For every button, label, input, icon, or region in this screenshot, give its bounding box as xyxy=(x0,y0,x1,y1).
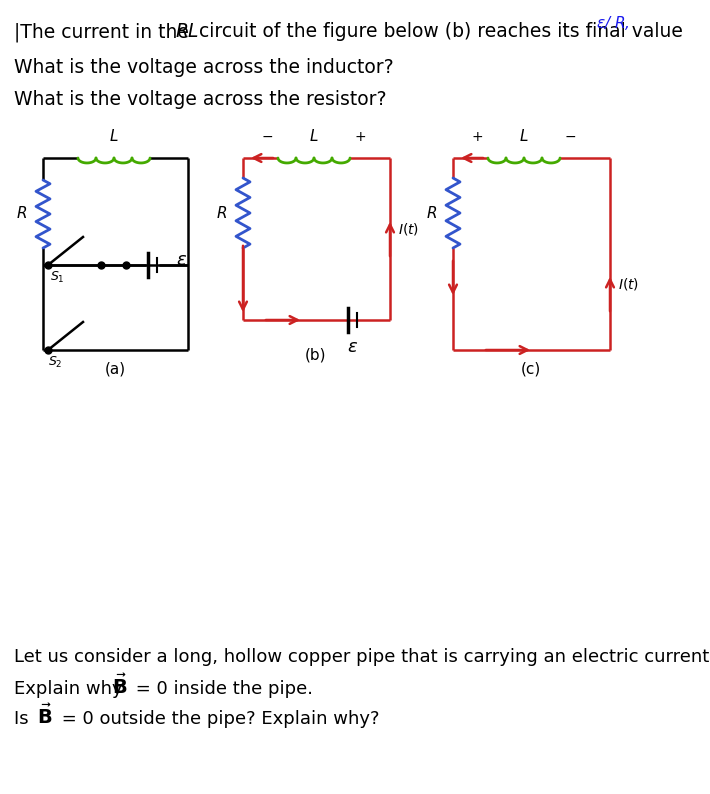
Text: R: R xyxy=(217,206,227,221)
Text: (b): (b) xyxy=(305,348,327,363)
Text: Let us consider a long, hollow copper pipe that is carrying an electric current : Let us consider a long, hollow copper pi… xyxy=(14,648,710,666)
Text: R: R xyxy=(427,206,437,221)
Text: What is the voltage across the inductor?: What is the voltage across the inductor? xyxy=(14,58,393,77)
Text: $\mathbf{\vec{B}}$: $\mathbf{\vec{B}}$ xyxy=(37,704,53,728)
Text: +: + xyxy=(355,130,366,144)
Text: What is the voltage across the resistor?: What is the voltage across the resistor? xyxy=(14,90,386,109)
Text: $I(t)$: $I(t)$ xyxy=(398,221,419,237)
Text: $\varepsilon$: $\varepsilon$ xyxy=(347,338,359,356)
Text: = 0 inside the pipe.: = 0 inside the pipe. xyxy=(130,680,313,698)
Text: L: L xyxy=(110,129,119,144)
Text: $\varepsilon$: $\varepsilon$ xyxy=(176,251,187,269)
Text: circuit of the figure below (b) reaches its final value: circuit of the figure below (b) reaches … xyxy=(193,22,689,41)
Text: +: + xyxy=(471,130,483,144)
Text: L: L xyxy=(520,129,528,144)
Text: = 0 outside the pipe? Explain why?: = 0 outside the pipe? Explain why? xyxy=(56,710,380,728)
Text: |The current in the: |The current in the xyxy=(14,22,195,41)
Text: (a): (a) xyxy=(104,362,126,377)
Text: L: L xyxy=(310,129,318,144)
Text: $\varepsilon$/ R,: $\varepsilon$/ R, xyxy=(596,14,630,32)
Text: RL: RL xyxy=(175,22,199,41)
Text: −: − xyxy=(261,130,273,144)
Text: $\mathbf{\vec{B}}$: $\mathbf{\vec{B}}$ xyxy=(112,674,127,698)
Text: $I(t)$: $I(t)$ xyxy=(618,276,639,292)
Text: Explain why: Explain why xyxy=(14,680,129,698)
Text: $S_1$: $S_1$ xyxy=(50,270,65,285)
Text: (c): (c) xyxy=(521,362,541,377)
Text: R: R xyxy=(16,206,27,222)
Text: −: − xyxy=(565,130,577,144)
Text: $S_2$: $S_2$ xyxy=(48,355,62,370)
Text: Is: Is xyxy=(14,710,34,728)
